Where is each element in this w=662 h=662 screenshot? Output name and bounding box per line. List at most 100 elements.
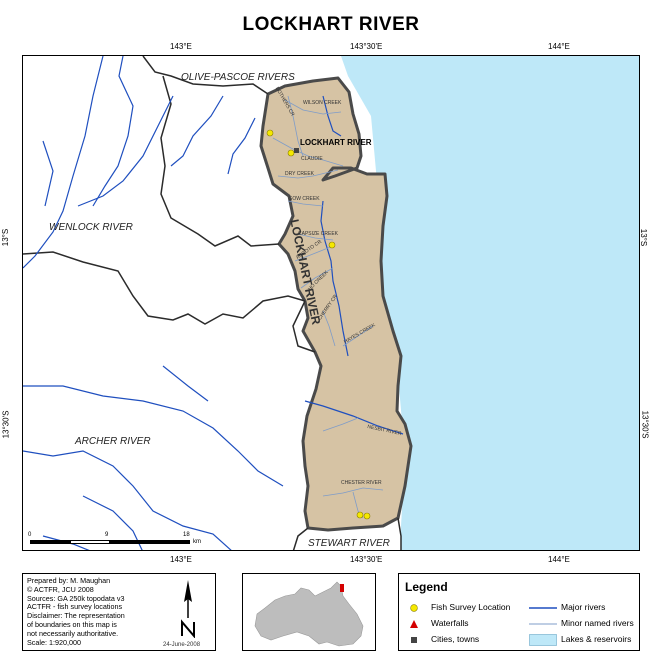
lockhart-main xyxy=(320,200,349,357)
major-rivers xyxy=(23,56,404,550)
legend-label-minor-rivers: Minor named rivers xyxy=(561,618,634,628)
wenlock-south-boundary xyxy=(23,251,306,325)
archer-boundary xyxy=(292,300,316,353)
wilson-creek xyxy=(284,99,342,115)
label-capsize-creek: CAPSIZE CREEK xyxy=(298,231,339,237)
legend-label-major-rivers: Major rivers xyxy=(561,602,606,612)
scale-unit: km xyxy=(193,539,201,545)
coord-bottom-143-30e: 143°30'E xyxy=(350,555,383,564)
arroto-creek xyxy=(294,245,334,262)
hayes-creek xyxy=(342,325,374,347)
info-text: Prepared by: M. Maughan © ACTFR, JCU 200… xyxy=(27,576,157,647)
info-line: not necessarily authoritative. xyxy=(27,628,119,638)
legend-title: Legend xyxy=(405,580,448,594)
pascoe-tributary xyxy=(227,117,256,175)
cherry-creek xyxy=(322,310,336,347)
lakes-legend-icon xyxy=(529,634,557,646)
coord-top-143e: 143°E xyxy=(170,42,192,51)
scale-tick-0: 0 xyxy=(28,532,32,538)
olive-pascoe-boundary xyxy=(142,56,269,95)
coord-left-13-30s: 13°30'S xyxy=(1,410,11,439)
major-rivers-legend-icon xyxy=(529,607,557,609)
legend-label-cities: Cities, towns xyxy=(431,634,480,644)
nesbit-trib xyxy=(322,417,359,432)
survey-site xyxy=(363,512,371,520)
archer-tributary-2 xyxy=(23,450,232,550)
inset-locator xyxy=(340,584,344,592)
survey-site xyxy=(287,149,295,157)
archer-tributary-1 xyxy=(162,365,209,402)
scale-tick-9: 9 xyxy=(105,532,109,538)
coord-bottom-144e: 144°E xyxy=(548,555,570,564)
claudie-river xyxy=(272,137,344,167)
bothers-creek xyxy=(287,95,304,157)
coord-top-144e: 144°E xyxy=(548,42,570,51)
coord-bottom-143e: 143°E xyxy=(170,555,192,564)
catchment-boundaries xyxy=(23,56,402,550)
wenlock-tributary-1 xyxy=(92,56,134,207)
info-panel: Prepared by: M. Maughan © ACTFR, JCU 200… xyxy=(22,573,216,651)
map-canvas xyxy=(23,56,639,550)
info-line: Disclaimer: The representation xyxy=(27,611,125,621)
label-stewart: STEWART RIVER xyxy=(308,538,390,549)
capsize-creek xyxy=(297,233,334,241)
page-title: LOCKHART RIVER xyxy=(242,14,420,35)
legend-label-fish-survey: Fish Survey Location xyxy=(431,602,511,612)
archer-tributary-4 xyxy=(42,535,90,550)
info-line: Scale: 1:920,000 xyxy=(27,637,81,647)
town-lockhart xyxy=(294,148,299,153)
label-wenlock: WENLOCK RIVER xyxy=(49,222,133,233)
ho-creek xyxy=(300,267,334,289)
label-chester-river: CHESTER RIVER xyxy=(341,480,382,486)
main-map[interactable]: OLIVE-PASCOE RIVERS WENLOCK RIVER ARCHER… xyxy=(22,55,640,551)
info-line: of boundaries on this map is xyxy=(27,619,117,629)
label-wilson-creek: WILSON CREEK xyxy=(303,100,342,106)
pascoe-lower xyxy=(322,95,342,137)
wenlock-tributary-3 xyxy=(42,140,54,207)
pascoe-river xyxy=(170,95,224,167)
scale-bar xyxy=(30,540,190,548)
label-sow-creek: SOW CREEK xyxy=(289,196,320,202)
wenlock-north-boundary xyxy=(160,75,280,247)
lockhart-catchment xyxy=(259,76,413,532)
label-claudie: CLAUDIE xyxy=(301,156,323,162)
label-archer: ARCHER RIVER xyxy=(75,436,151,447)
australia-shape xyxy=(254,581,364,647)
survey-site xyxy=(356,511,364,519)
wenlock-tributary-2 xyxy=(77,95,174,207)
survey-site xyxy=(266,129,274,137)
info-line: ACTFR - fish survey locations xyxy=(27,602,123,612)
info-line: © ACTFR, JCU 2008 xyxy=(27,584,94,594)
fish-survey-locations xyxy=(266,129,371,520)
chester-river xyxy=(322,487,384,497)
inset-map[interactable] xyxy=(242,573,376,651)
survey-site xyxy=(328,241,336,249)
dry-creek xyxy=(277,169,339,179)
label-dry-creek: DRY CREEK xyxy=(285,171,314,177)
scale-tick-18: 18 xyxy=(183,532,190,538)
coord-right-13-30s: 13°30'S xyxy=(640,410,650,439)
label-olive-pascoe: OLIVE-PASCOE RIVERS xyxy=(181,72,295,83)
legend-label-lakes: Lakes & reservoirs xyxy=(561,634,632,644)
info-line: Prepared by: M. Maughan xyxy=(27,576,111,585)
stewart-boundary xyxy=(292,527,309,550)
label-town: LOCKHART RIVER xyxy=(300,138,372,147)
wenlock-river xyxy=(23,56,104,269)
archer-river xyxy=(23,385,284,487)
inset-australia xyxy=(254,581,364,647)
stewart-boundary-right xyxy=(397,517,402,550)
minor-rivers xyxy=(272,95,384,519)
coord-right-13s: 13°S xyxy=(639,228,649,247)
waterfall-legend-icon xyxy=(410,620,418,628)
legend-panel: Legend Fish Survey Location Major rivers… xyxy=(398,573,640,651)
sow-creek xyxy=(287,200,324,207)
north-arrow-icon xyxy=(181,580,195,638)
coord-left-13s: 13°S xyxy=(1,228,11,247)
nesbit-main xyxy=(304,400,404,435)
legend-label-waterfalls: Waterfalls xyxy=(431,618,469,628)
fish-survey-legend-icon xyxy=(410,604,418,612)
sea-area xyxy=(341,56,639,550)
coord-top-143-30e: 143°30'E xyxy=(350,42,383,51)
city-legend-icon xyxy=(411,637,417,643)
info-line: Sources: GA 250k topodata v3 xyxy=(27,593,125,603)
